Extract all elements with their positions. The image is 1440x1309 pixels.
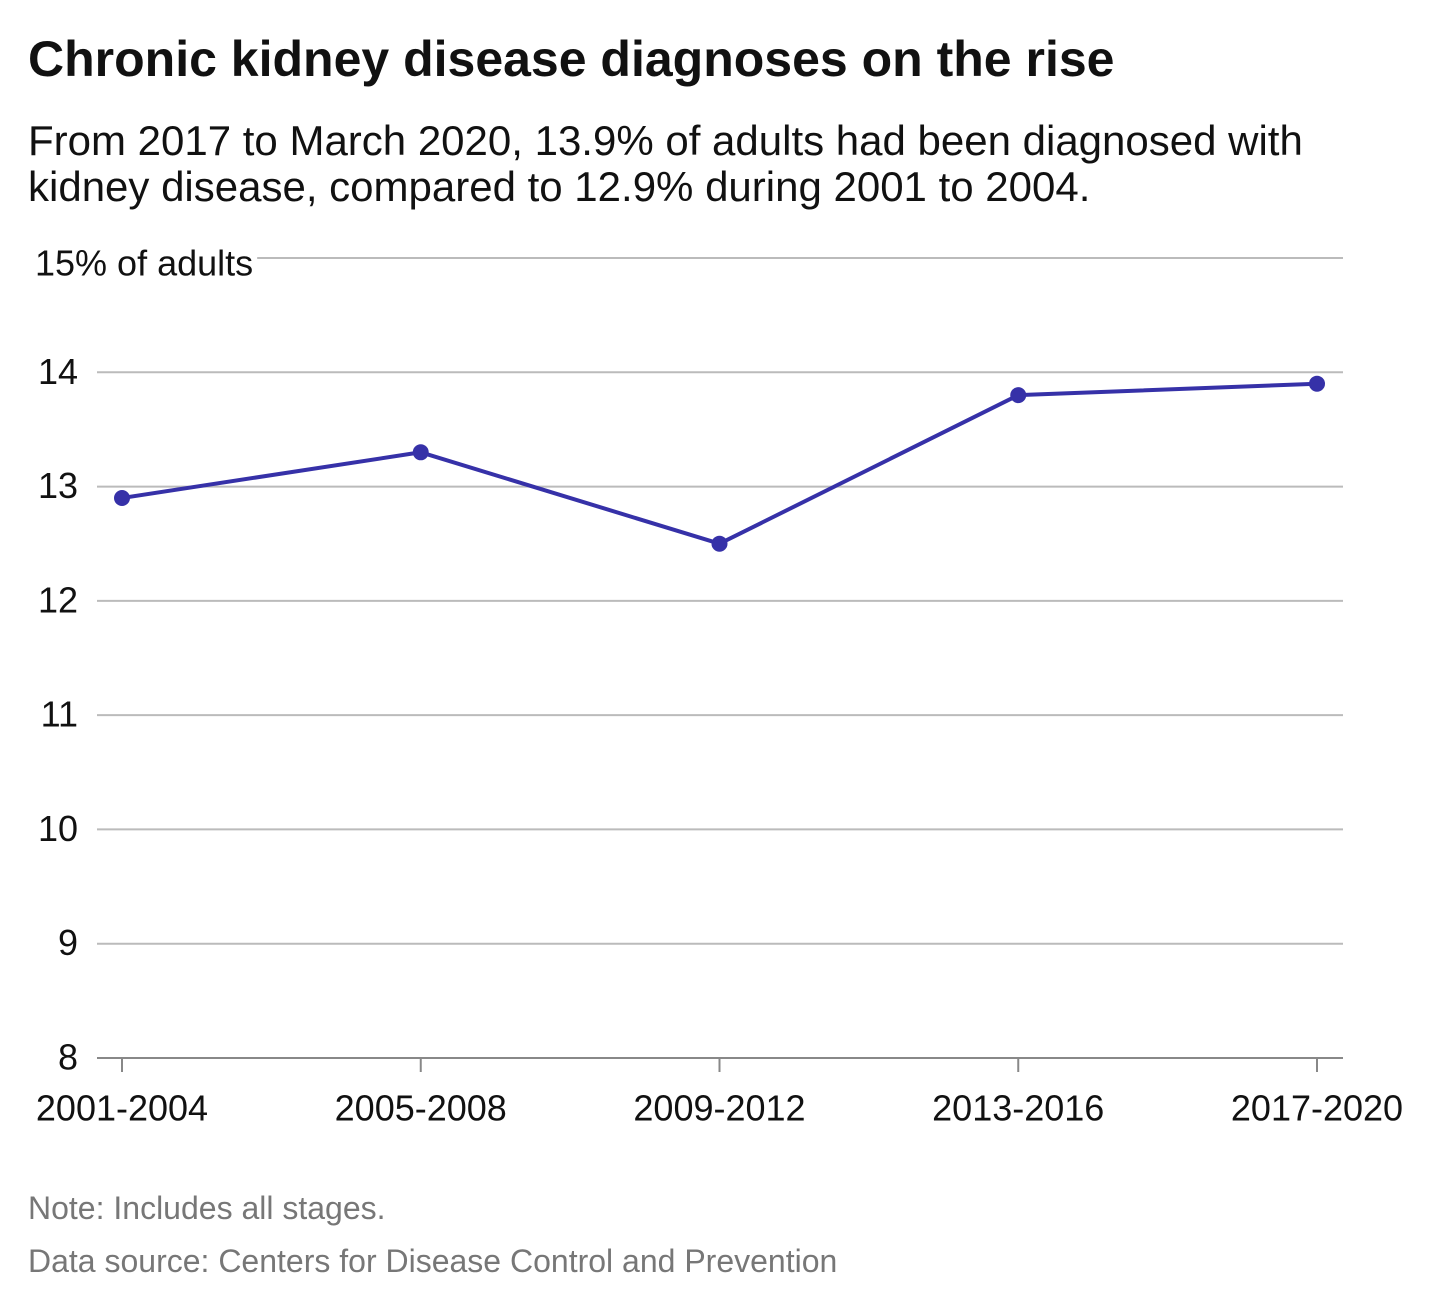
chart-subtitle: From 2017 to March 2020, 13.9% of adults… [28,117,1303,210]
x-tick-label: 2001-2004 [36,1088,208,1129]
note: Note: Includes all stages. [28,1190,386,1226]
x-tick-label: 2013-2016 [932,1088,1104,1129]
x-tick-label: 2017-2020 [1231,1088,1403,1129]
line [121,381,1318,546]
point [412,444,429,461]
y-tick-label: 12 [38,579,78,620]
point [1309,375,1325,392]
chart-title: Chronic kidney disease diagnoses on the … [28,31,1115,87]
y-tick-label: 13 [38,465,78,506]
point [711,535,728,552]
x-tick-label: 2009-2012 [633,1088,805,1129]
chart: 8 9 10 11 12 13 14 15% of adults 2001-2004 2005-2… [35,243,1403,1129]
y-tick-label: 8 [58,1037,78,1078]
y-tick-label: 11 [41,694,78,735]
point [114,490,130,506]
source: Data source: Centers for Disease Control… [28,1243,838,1279]
y-tick-label: 14 [38,351,78,392]
point [1010,387,1027,404]
y-tick-label: 10 [38,808,78,849]
x-tick-label: 2005-2008 [335,1088,507,1129]
y-tick-label: 15% of adults [35,243,253,284]
y-tick-label: 9 [58,922,78,963]
